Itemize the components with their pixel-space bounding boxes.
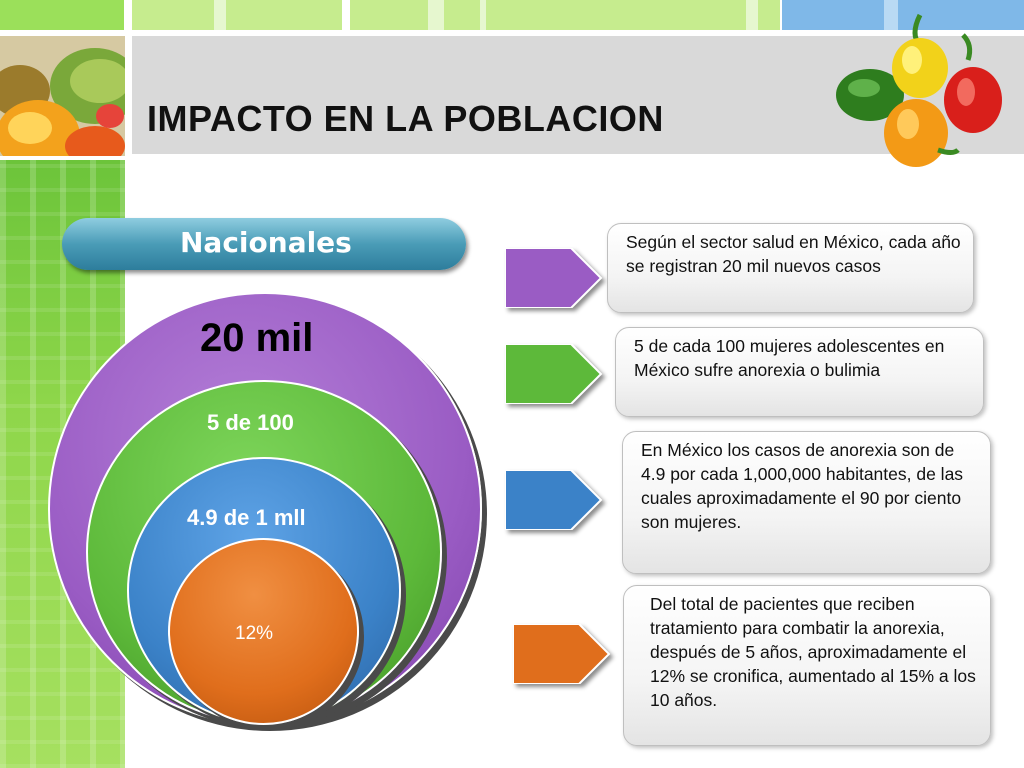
slide-title: IMPACTO EN LA POBLACION (147, 98, 664, 139)
fact-box-3: En México los casos de anorexia son de 4… (622, 431, 991, 574)
fact-box-1: Según el sector salud en México, cada añ… (607, 223, 974, 313)
nacionales-pill: Nacionales (62, 218, 466, 270)
arrow-green-icon (505, 344, 603, 404)
circle-orange (168, 538, 359, 725)
nacionales-label: Nacionales (180, 226, 352, 259)
circle-label-4-9-de-1-mll: 4.9 de 1 mll (187, 505, 306, 530)
fruit-photo (0, 36, 125, 156)
circle-label-5-de-100: 5 de 100 (207, 410, 294, 435)
fact-box-4: Del total de pacientes que reciben trata… (623, 585, 991, 746)
fact-text-4: Del total de pacientes que reciben trata… (650, 594, 976, 710)
fact-text-2: 5 de cada 100 mujeres adolescentes en Mé… (634, 336, 945, 380)
circle-label-20-mil: 20 mil (200, 316, 314, 360)
peppers-image (828, 0, 1024, 175)
fact-text-3: En México los casos de anorexia son de 4… (641, 440, 964, 532)
top-decor-strip (0, 0, 1024, 30)
fact-box-2: 5 de cada 100 mujeres adolescentes en Mé… (615, 327, 984, 417)
arrow-purple-icon (505, 248, 603, 308)
fact-text-1: Según el sector salud en México, cada añ… (626, 232, 961, 276)
arrow-blue-icon (505, 470, 603, 530)
circle-label-12-percent: 12% (235, 623, 274, 644)
arrow-orange-icon (513, 624, 611, 684)
